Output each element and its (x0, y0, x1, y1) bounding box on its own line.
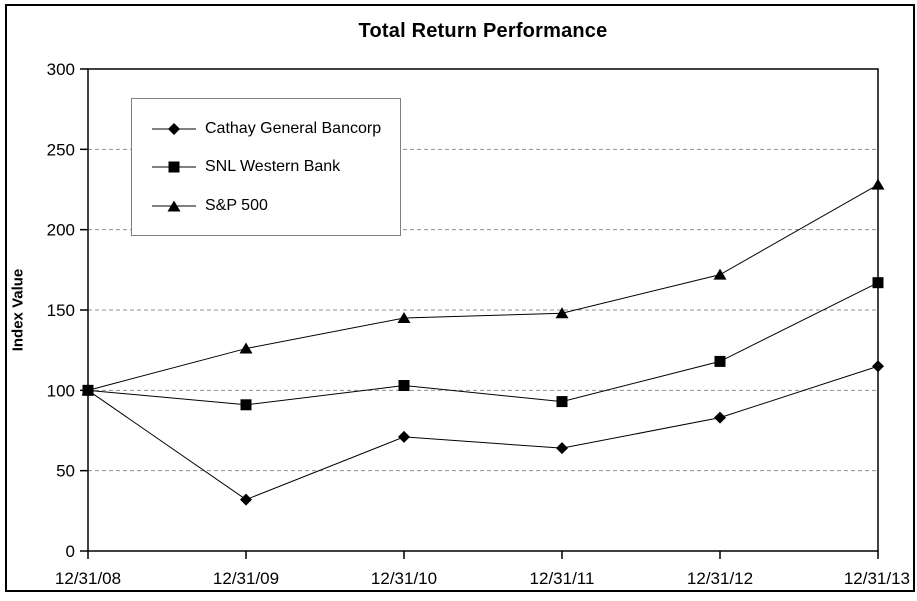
x-tick-label: 12/31/08 (55, 569, 121, 588)
square-marker-snl-western-bank (556, 396, 568, 408)
y-tick-label: 250 (47, 140, 75, 159)
legend-label: SNL Western Bank (205, 158, 341, 175)
diamond-marker-cathay-general-bancorp (240, 493, 252, 506)
diamond-marker-cathay-general-bancorp (872, 360, 884, 373)
legend: Cathay General Bancorp SNL Western Bank … (131, 98, 401, 236)
y-tick-label: 150 (47, 301, 75, 320)
chart-title: Total Return Performance (358, 20, 608, 42)
square-marker-snl-western-bank (82, 384, 94, 396)
legend-item-sp-500: S&P 500 (152, 197, 400, 215)
y-tick-label: 300 (47, 60, 75, 79)
triangle-marker-s-p-500 (713, 268, 727, 280)
square-marker-snl-western-bank (872, 277, 884, 289)
x-tick-label: 12/31/09 (213, 569, 279, 588)
diamond-marker-icon (152, 122, 196, 135)
square-marker-snl-western-bank (398, 380, 410, 392)
diamond-marker-cathay-general-bancorp (556, 442, 568, 455)
diamond-marker-cathay-general-bancorp (714, 411, 726, 424)
diamond-marker-cathay-general-bancorp (398, 430, 410, 443)
y-tick-label: 50 (56, 462, 75, 481)
legend-label: S&P 500 (205, 196, 268, 214)
series-line-cathay-general-bancorp (87, 365, 879, 501)
triangle-marker-s-p-500 (397, 312, 411, 324)
legend-label: Cathay General Bancorp (205, 119, 382, 137)
square-marker-icon (152, 161, 196, 173)
triangle-marker-s-p-500 (555, 307, 569, 319)
series-line-s-p-500 (87, 184, 879, 391)
triangle-marker-s-p-500 (871, 178, 885, 190)
legend-item-cathay-general-bancorp: Cathay General Bancorp (152, 120, 400, 138)
x-tick-label: 12/31/10 (371, 569, 437, 588)
series-line-snl-western-bank (87, 282, 879, 406)
triangle-marker-s-p-500 (239, 342, 253, 354)
legend-item-snl-western-bank: SNL Western Bank (152, 158, 400, 176)
y-tick-label: 0 (66, 542, 75, 561)
y-tick-label: 200 (47, 221, 75, 240)
x-tick-label: 12/31/13 (844, 569, 910, 588)
square-marker-snl-western-bank (240, 399, 252, 411)
x-tick-label: 12/31/12 (687, 569, 753, 588)
y-tick-label: 100 (47, 381, 75, 400)
square-marker-snl-western-bank (714, 355, 726, 367)
x-tick-label: 12/31/11 (530, 569, 595, 588)
triangle-marker-icon (152, 200, 196, 211)
